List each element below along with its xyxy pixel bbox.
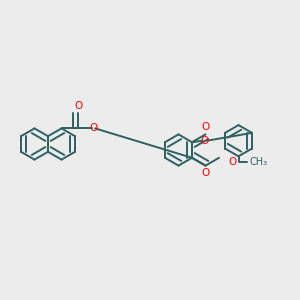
- Text: CH₃: CH₃: [250, 157, 268, 167]
- Text: O: O: [200, 136, 208, 146]
- Text: O: O: [229, 157, 237, 167]
- Text: O: O: [201, 168, 210, 178]
- Text: O: O: [89, 123, 97, 134]
- Text: O: O: [74, 101, 82, 111]
- Text: O: O: [201, 122, 210, 132]
